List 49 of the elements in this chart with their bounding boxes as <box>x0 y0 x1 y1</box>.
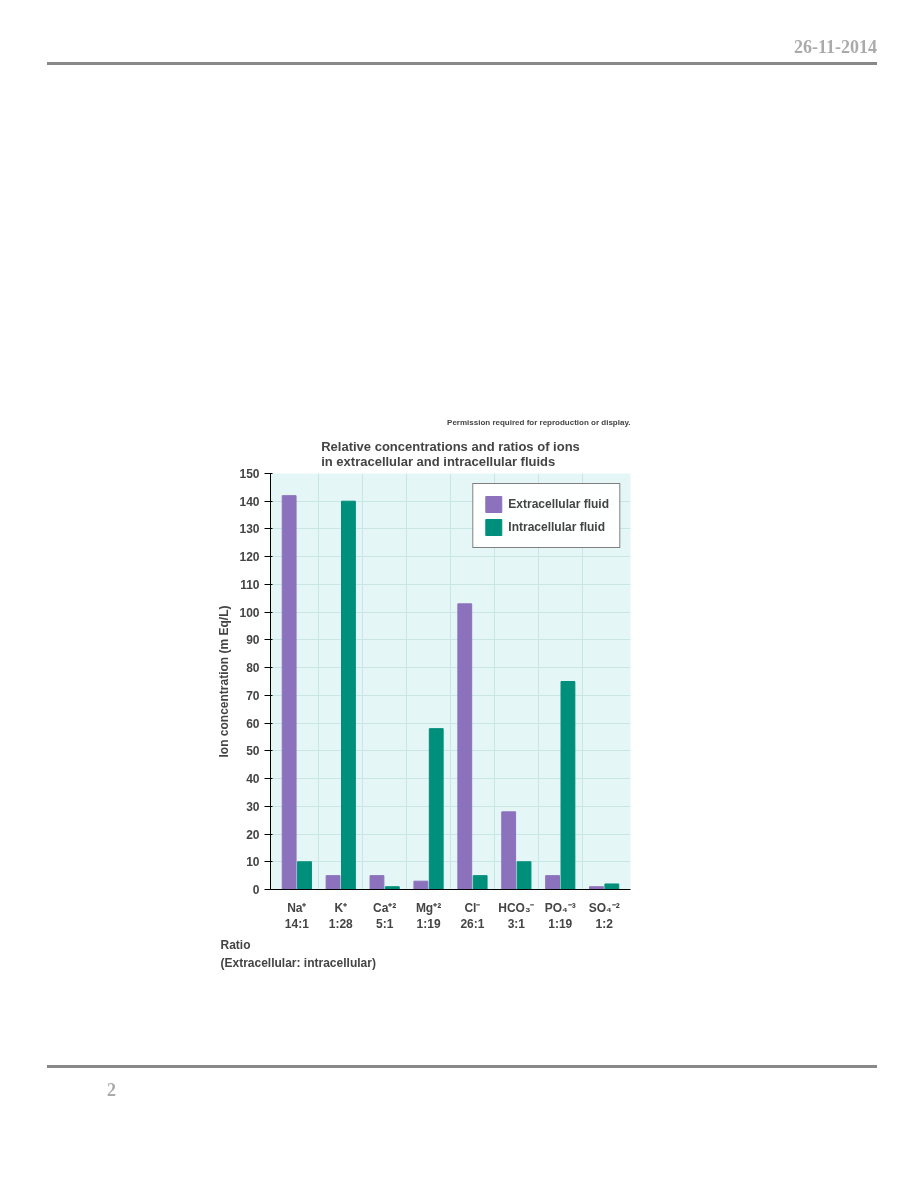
legend-label: Extracellular fluid <box>508 497 609 511</box>
y-tick-label: 130 <box>239 522 260 537</box>
bar <box>325 875 341 890</box>
y-tick-label: 140 <box>239 494 260 509</box>
text: (Extracellular: intracellular) <box>220 955 376 970</box>
y-tick-label: 80 <box>246 661 260 676</box>
bar <box>428 728 444 890</box>
bar <box>545 875 560 890</box>
y-tick-label: 60 <box>246 716 260 731</box>
text: Ratio <box>220 937 251 952</box>
y-tick-label: 120 <box>239 550 260 565</box>
text: 2 <box>47 1065 877 1104</box>
bar <box>384 886 400 890</box>
x-tick-label: SO₄⁻² 1:2 <box>588 900 620 932</box>
bar <box>516 861 532 890</box>
y-axis-title: Ion concentration (m Eq/L) <box>217 605 232 758</box>
y-tick-label: 20 <box>246 827 260 842</box>
bar <box>501 811 517 890</box>
x-tick-label: Na⁺ 14:1 <box>284 900 310 932</box>
x-tick-label: Cl⁻ 26:1 <box>460 900 485 932</box>
y-tick-label: 0 <box>252 883 260 897</box>
y-tick-label: 100 <box>239 605 260 620</box>
bar <box>604 883 620 890</box>
y-tick-label: 150 <box>239 467 260 481</box>
bar <box>472 875 488 890</box>
bar <box>413 880 429 890</box>
bar <box>341 500 356 890</box>
bar <box>560 681 576 890</box>
x-tick-label: PO₄⁻³ 1:19 <box>544 900 576 932</box>
text: Permission required for reproduction or display. <box>447 417 631 427</box>
y-tick-label: 40 <box>246 772 260 787</box>
chart-title: Relative concentrations and ratios of ions in extracellular and intracellular fluids <box>321 438 580 469</box>
x-tick-label: HCO₃⁻ 3:1 <box>498 900 535 932</box>
bar <box>281 495 297 890</box>
legend-label: Intracellular fluid <box>508 520 605 534</box>
y-tick-label: 90 <box>246 633 260 648</box>
x-tick-label: Mg⁺² 1:19 <box>415 900 442 932</box>
text: 26-11-2014 <box>47 5 877 65</box>
y-tick-label: 70 <box>246 688 260 703</box>
bar <box>457 603 473 890</box>
y-tick-label: 50 <box>246 744 260 759</box>
bar <box>589 886 604 890</box>
y-tick-label: 110 <box>240 577 260 592</box>
y-tick-label: 30 <box>246 799 260 814</box>
x-tick-label: K⁺ 1:28 <box>328 900 354 932</box>
bar <box>297 861 312 890</box>
y-tick-label: 10 <box>246 855 260 870</box>
bar <box>369 875 385 890</box>
x-tick-label: Ca⁺² 5:1 <box>372 900 397 932</box>
